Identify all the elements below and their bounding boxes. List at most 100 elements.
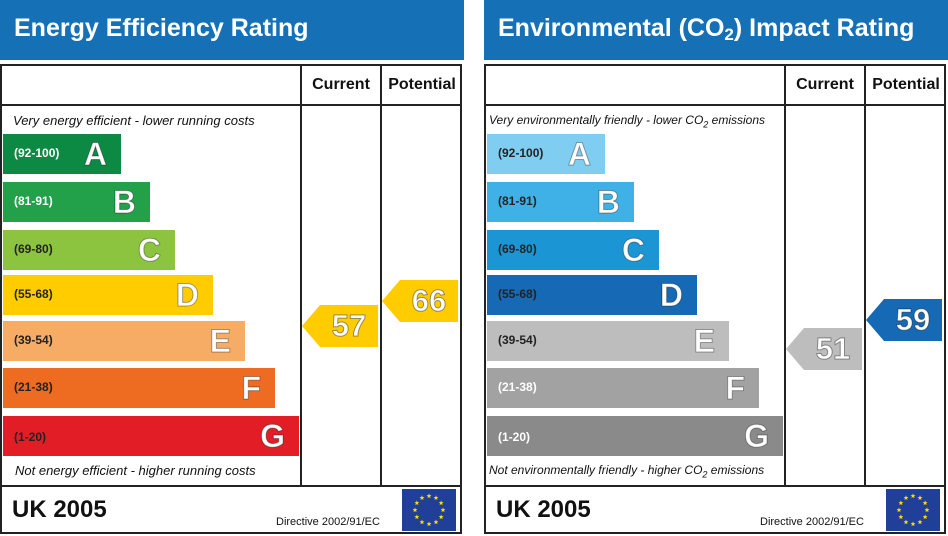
rating-band-g: (1-20) G bbox=[487, 416, 783, 456]
eu-star bbox=[438, 500, 444, 506]
eu-stars-icon bbox=[412, 493, 446, 527]
band-range-label: (69-80) bbox=[498, 242, 537, 256]
band-letter: C bbox=[137, 232, 161, 269]
rating-band-e: (39-54) E bbox=[487, 321, 729, 361]
current-rating-arrow: 51 bbox=[786, 328, 862, 370]
eu-star bbox=[426, 521, 432, 527]
rating-band-b: (81-91) B bbox=[487, 182, 634, 222]
eu-stars-icon bbox=[896, 493, 930, 527]
env-frame bbox=[484, 64, 946, 534]
energy-top-caption: Very energy efficient - lower running co… bbox=[13, 113, 255, 128]
band-letter: C bbox=[621, 232, 645, 269]
eu-star bbox=[917, 495, 923, 500]
band-range-label: (1-20) bbox=[498, 430, 531, 444]
energy-bottom-caption: Not energy efficient - higher running co… bbox=[15, 463, 256, 478]
band-letter: B bbox=[596, 184, 620, 221]
band-letter: A bbox=[83, 136, 107, 173]
energy-title-bar: Energy Efficiency Rating bbox=[0, 0, 464, 60]
env-top-caption-suffix: emissions bbox=[708, 113, 765, 127]
energy-col-divider-2 bbox=[380, 64, 382, 486]
eu-star bbox=[924, 507, 930, 513]
eu-star bbox=[414, 514, 420, 520]
energy-footer-country: UK 2005 bbox=[12, 496, 107, 523]
rating-band-g: (1-20) G bbox=[3, 416, 299, 456]
eu-star bbox=[414, 500, 420, 506]
env-title-bar: Environmental (CO2) Impact Rating bbox=[484, 0, 948, 60]
eu-star bbox=[898, 514, 904, 520]
rating-band-d: (55-68) D bbox=[3, 275, 213, 315]
band-letter: D bbox=[659, 277, 683, 314]
band-range-label: (92-100) bbox=[498, 146, 544, 160]
current-arrow-shape bbox=[786, 328, 862, 370]
eu-star bbox=[419, 495, 425, 500]
env-header-divider bbox=[484, 104, 946, 106]
band-range-label: (39-54) bbox=[498, 333, 537, 347]
band-letter: G bbox=[744, 418, 770, 455]
eu-star bbox=[433, 519, 439, 525]
eu-star bbox=[910, 521, 916, 527]
energy-efficiency-panel: Energy Efficiency Rating Current Potenti… bbox=[0, 0, 464, 536]
current-arrow-shape bbox=[302, 305, 378, 347]
band-range-label: (81-91) bbox=[14, 194, 53, 208]
env-title: Environmental (CO2) Impact Rating bbox=[498, 14, 914, 45]
energy-frame bbox=[0, 64, 462, 534]
energy-col-potential: Potential bbox=[388, 76, 456, 93]
energy-title: Energy Efficiency Rating bbox=[14, 14, 309, 42]
env-bottom-caption-suffix: emissions bbox=[707, 463, 765, 477]
band-range-label: (21-38) bbox=[498, 380, 537, 394]
energy-col-current: Current bbox=[312, 76, 370, 93]
potential-rating-value: 66 bbox=[411, 283, 447, 319]
eu-star bbox=[412, 507, 418, 513]
eu-star bbox=[419, 519, 425, 525]
band-letter: D bbox=[175, 277, 199, 314]
band-range-label: (81-91) bbox=[498, 194, 537, 208]
band-range-label: (39-54) bbox=[14, 333, 53, 347]
env-col-current: Current bbox=[796, 76, 854, 93]
band-range-label: (92-100) bbox=[14, 146, 60, 160]
rating-band-c: (69-80) C bbox=[3, 230, 175, 270]
eu-star bbox=[922, 514, 928, 520]
env-top-caption-main: Very environmentally friendly - lower CO bbox=[489, 113, 704, 127]
band-letter: B bbox=[112, 184, 136, 221]
env-bottom-caption-main: Not environmentally friendly - higher CO bbox=[489, 463, 703, 477]
env-bottom-caption: Not environmentally friendly - higher CO… bbox=[489, 463, 764, 479]
band-range-label: (55-68) bbox=[14, 287, 53, 301]
eu-star bbox=[903, 519, 909, 525]
eu-star bbox=[426, 493, 432, 499]
eu-star bbox=[910, 493, 916, 499]
band-letter: E bbox=[209, 323, 231, 360]
rating-band-f: (21-38) F bbox=[3, 368, 275, 408]
band-letter: F bbox=[725, 370, 746, 407]
potential-rating-arrow: 66 bbox=[382, 280, 458, 322]
env-footer-country: UK 2005 bbox=[496, 496, 591, 523]
env-title-suffix: ) Impact Rating bbox=[733, 14, 915, 42]
eu-star bbox=[903, 495, 909, 500]
rating-band-f: (21-38) F bbox=[487, 368, 759, 408]
potential-rating-value: 59 bbox=[895, 302, 931, 338]
eu-star bbox=[917, 519, 923, 525]
rating-band-b: (81-91) B bbox=[3, 182, 150, 222]
eu-star bbox=[433, 495, 439, 500]
rating-band-d: (55-68) D bbox=[487, 275, 697, 315]
env-title-main: Environmental (CO bbox=[498, 14, 725, 42]
eu-star bbox=[922, 500, 928, 506]
band-range-label: (1-20) bbox=[14, 430, 47, 444]
eu-star bbox=[438, 514, 444, 520]
env-top-caption: Very environmentally friendly - lower CO… bbox=[489, 113, 765, 129]
rating-band-e: (39-54) E bbox=[3, 321, 245, 361]
env-bottom-caption-sub: 2 bbox=[702, 469, 708, 480]
rating-band-a: (92-100) A bbox=[3, 134, 121, 174]
env-col-divider-1 bbox=[784, 64, 786, 486]
potential-rating-arrow: 59 bbox=[866, 299, 942, 341]
potential-arrow-shape bbox=[866, 299, 942, 341]
eu-star bbox=[896, 507, 902, 513]
current-rating-arrow: 57 bbox=[302, 305, 378, 347]
eu-star bbox=[440, 507, 446, 513]
env-col-divider-2 bbox=[864, 64, 866, 486]
energy-header-divider bbox=[0, 104, 462, 106]
band-range-label: (21-38) bbox=[14, 380, 53, 394]
env-col-potential: Potential bbox=[872, 76, 940, 93]
current-rating-value: 57 bbox=[331, 308, 367, 344]
energy-footer-divider bbox=[0, 485, 462, 487]
current-rating-value: 51 bbox=[815, 331, 851, 367]
